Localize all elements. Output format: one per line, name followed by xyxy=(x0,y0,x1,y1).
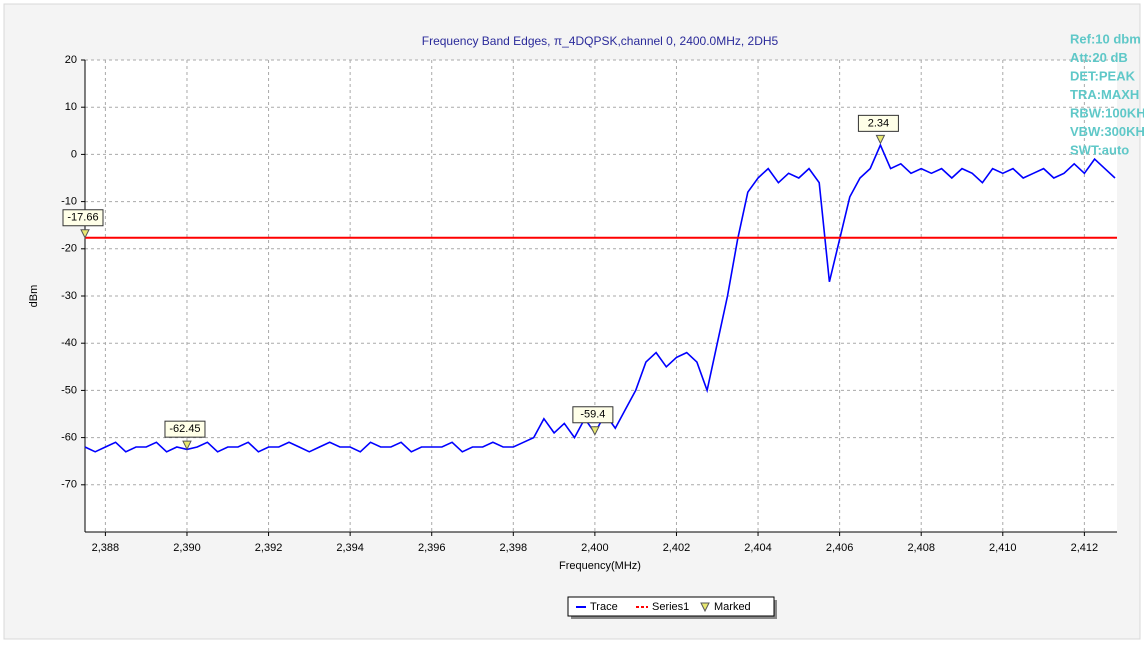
marker-label-box xyxy=(857,114,899,132)
marker-label: -17.66 xyxy=(67,212,98,224)
marker-label-box xyxy=(572,406,614,424)
y-tick-label: -70 xyxy=(61,479,77,491)
x-tick-label: 2,394 xyxy=(336,542,364,554)
setting-text: SWT:auto xyxy=(1070,142,1129,157)
x-tick-label: 2,412 xyxy=(1071,542,1099,554)
legend: Trace Series1 Marked xyxy=(567,596,777,619)
marker xyxy=(590,426,600,436)
x-tick-label: 2,400 xyxy=(581,542,609,554)
x-tick-label: 2,388 xyxy=(92,542,120,554)
legend-box xyxy=(567,596,775,617)
marker-label: -62.45 xyxy=(169,423,200,435)
x-tick-label: 2,402 xyxy=(663,542,691,554)
y-tick-label: -40 xyxy=(61,337,77,349)
marker xyxy=(182,440,192,451)
y-tick-label: -50 xyxy=(61,384,77,396)
marker-label-box xyxy=(62,209,104,227)
y-axis-label: dBm xyxy=(28,285,40,308)
x-tick-label: 2,390 xyxy=(173,542,201,554)
marker-label: -59.4 xyxy=(580,409,605,421)
y-tick-label: -20 xyxy=(61,243,77,255)
x-tick-label: 2,398 xyxy=(500,542,528,554)
x-tick-label: 2,408 xyxy=(907,542,935,554)
setting-text: Ref:10 dbm xyxy=(1070,31,1141,46)
x-tick-label: 2,404 xyxy=(744,542,772,554)
trace-line xyxy=(84,142,1116,453)
chart-title: Frequency Band Edges, π_4DQPSK,channel 0… xyxy=(422,34,779,48)
legend-label: Marked xyxy=(714,601,751,613)
setting-text: DET:PEAK xyxy=(1070,68,1136,83)
x-tick-label: 2,396 xyxy=(418,542,446,554)
legend-label: Series1 xyxy=(652,601,689,613)
legend-label: Trace xyxy=(590,601,618,613)
y-tick-label: -10 xyxy=(61,196,77,208)
y-tick-label: 10 xyxy=(65,101,77,113)
setting-text: RBW:100KHz xyxy=(1070,105,1144,120)
marker xyxy=(80,229,90,239)
marker-label-box xyxy=(164,420,206,438)
x-axis-label: Frequency(MHz) xyxy=(559,560,641,572)
x-tick-label: 2,410 xyxy=(989,542,1017,554)
setting-text: TRA:MAXH xyxy=(1070,87,1139,102)
setting-text: Att:20 dB xyxy=(1070,50,1128,65)
y-tick-label: -60 xyxy=(61,432,77,444)
marker-label: 2.34 xyxy=(868,117,889,129)
legend-swatch xyxy=(700,602,710,613)
marker xyxy=(875,134,886,145)
y-tick-label: -30 xyxy=(61,290,77,302)
y-tick-label: 0 xyxy=(71,148,77,160)
x-tick-label: 2,406 xyxy=(826,542,854,554)
setting-text: VBW:300KHz xyxy=(1070,124,1144,139)
x-tick-label: 2,392 xyxy=(255,542,283,554)
y-tick-label: 20 xyxy=(65,54,77,66)
